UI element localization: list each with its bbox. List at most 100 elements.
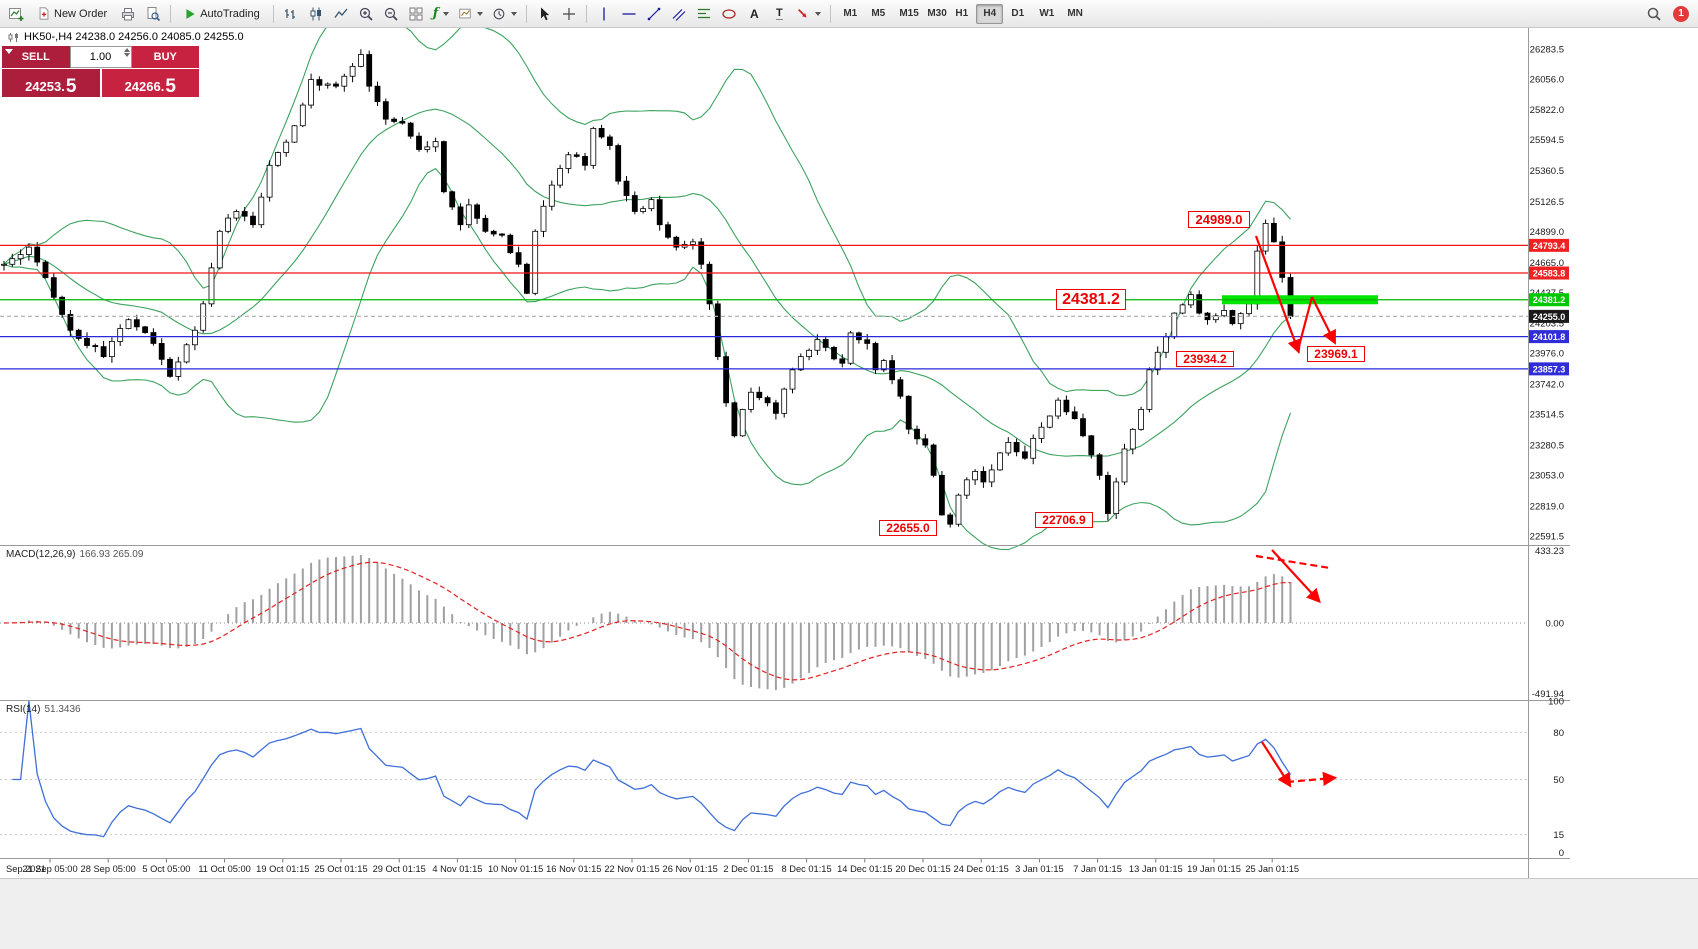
spin-up-icon[interactable] (123, 48, 130, 52)
search-button[interactable] (1642, 3, 1666, 25)
svg-text:50: 50 (1553, 775, 1564, 786)
arrows-tool-button[interactable] (792, 3, 825, 25)
fibonacci-icon (698, 8, 711, 18)
svg-text:24101.8: 24101.8 (1533, 332, 1566, 342)
line-chart-mode-button[interactable] (329, 3, 353, 25)
tile-windows-button[interactable] (404, 3, 428, 25)
svg-text:25 Jan 01:15: 25 Jan 01:15 (1245, 864, 1299, 874)
zoom-in-button[interactable] (354, 3, 378, 25)
svg-text:24665.0: 24665.0 (1530, 258, 1564, 269)
svg-text:24 Dec 01:15: 24 Dec 01:15 (954, 864, 1009, 874)
autotrading-button[interactable]: AutoTrading (176, 3, 268, 25)
macd-arrows[interactable] (1255, 549, 1331, 604)
svg-text:16 Nov 01:15: 16 Nov 01:15 (546, 864, 601, 874)
print-preview-button[interactable] (141, 3, 165, 25)
print-button[interactable] (116, 3, 140, 25)
cursor-icon (541, 7, 550, 20)
symbol-ohlc-text: HK50-,H4 24238.0 24256.0 24085.0 24255.0 (24, 31, 244, 43)
buy-price-big-digit: 5 (165, 76, 176, 97)
timeframe-m30-button[interactable]: M30 (920, 4, 947, 24)
text-tool-button[interactable]: A (742, 3, 766, 25)
price-axis[interactable]: 26283.5 26056.0 25822.0 25594.5 25360.5 25126… (1530, 44, 1564, 542)
svg-text:0: 0 (1559, 848, 1564, 859)
chevron-down-icon (443, 11, 450, 16)
timeframe-m15-button[interactable]: M15 (892, 4, 919, 24)
rsi-axis[interactable]: 100 80 50 15 0 (1548, 697, 1564, 860)
svg-text:29 Oct 01:15: 29 Oct 01:15 (373, 864, 426, 874)
svg-text:4 Nov 01:15: 4 Nov 01:15 (432, 864, 482, 874)
shapes-tool-button[interactable] (717, 3, 741, 25)
buy-button-label: BUY (153, 51, 177, 63)
level-lines[interactable] (0, 244, 1528, 370)
fibonacci-tool-button[interactable] (692, 3, 716, 25)
svg-text:13 Jan 01:15: 13 Jan 01:15 (1129, 864, 1183, 874)
label-tool-button[interactable]: T (767, 3, 791, 25)
indicators-button[interactable]: ƒ (429, 3, 454, 25)
clock-icon (493, 8, 505, 19)
svg-text:23742.0: 23742.0 (1530, 380, 1564, 391)
cursor-tool-button[interactable] (532, 3, 556, 25)
new-chart-button[interactable] (4, 3, 28, 25)
svg-text:24583.8: 24583.8 (1533, 269, 1566, 279)
svg-text:25 Oct 01:15: 25 Oct 01:15 (314, 864, 367, 874)
buy-button[interactable]: BUY (131, 46, 199, 68)
horizontal-line-tool-button[interactable] (617, 3, 641, 25)
svg-text:22819.0: 22819.0 (1530, 501, 1564, 512)
candlestick-mode-button[interactable] (304, 3, 328, 25)
svg-text:80: 80 (1553, 728, 1564, 739)
buy-price[interactable]: 24266. 5 (101, 69, 199, 97)
crosshair-tool-button[interactable] (557, 3, 581, 25)
svg-text:8 Dec 01:15: 8 Dec 01:15 (782, 864, 832, 874)
horizontal-line-icon (622, 12, 636, 15)
spin-down-icon[interactable] (123, 53, 130, 57)
toolbar: New Order AutoTrading (0, 0, 1698, 28)
toolbar-separator (272, 4, 274, 23)
macd-signal-line (3, 561, 1291, 681)
timeframe-m1-button[interactable]: M1 (836, 4, 863, 24)
svg-text:23053.0: 23053.0 (1530, 470, 1564, 481)
svg-text:3 Jan 01:15: 3 Jan 01:15 (1015, 864, 1064, 874)
svg-text:24793.4: 24793.4 (1533, 241, 1566, 251)
templates-button[interactable] (454, 3, 487, 25)
timeframe-w1-button[interactable]: W1 (1032, 4, 1059, 24)
timeframe-h4-button[interactable]: H4 (976, 3, 1004, 24)
channel-tool-button[interactable] (667, 3, 691, 25)
svg-text:25126.5: 25126.5 (1530, 197, 1564, 208)
timeframe-d1-button[interactable]: D1 (1004, 4, 1031, 24)
svg-text:100: 100 (1548, 697, 1564, 708)
svg-text:25594.5: 25594.5 (1530, 135, 1564, 146)
macd-indicator-label: MACD(12,26,9) 166.93 265.09 (6, 549, 143, 560)
svg-text:433.23: 433.23 (1535, 546, 1564, 557)
sell-button[interactable]: SELL (2, 46, 70, 68)
period-button[interactable] (488, 3, 521, 25)
oneclick-collapse-icon[interactable] (5, 49, 13, 54)
volume-input[interactable]: 1.00 (69, 46, 132, 68)
new-order-icon (39, 7, 49, 20)
price-tags: 24793.4 24583.8 24381.2 24255.0 24101.8 23857… (1529, 238, 1569, 376)
rsi-arrows[interactable] (1261, 741, 1338, 788)
candlestick-icon (310, 7, 321, 20)
bar-chart-mode-button[interactable] (279, 3, 303, 25)
channel-icon (672, 8, 686, 21)
notification-badge[interactable]: 1 (1673, 5, 1689, 22)
trend-arrows[interactable] (1254, 235, 1336, 355)
new-order-button[interactable]: New Order (29, 3, 115, 25)
rsi-line (12, 700, 1292, 838)
timeframe-h1-button[interactable]: H1 (948, 4, 975, 24)
sell-price[interactable]: 24253. 5 (2, 69, 100, 97)
toolbar-separator (526, 4, 528, 23)
svg-text:23280.5: 23280.5 (1530, 440, 1564, 451)
svg-text:24381.2: 24381.2 (1533, 295, 1566, 305)
svg-text:23857.3: 23857.3 (1533, 364, 1566, 374)
timeframe-m5-button[interactable]: M5 (864, 4, 891, 24)
timeframe-mn-button[interactable]: MN (1060, 4, 1087, 24)
vertical-line-tool-button[interactable] (592, 3, 616, 25)
volume-spinner[interactable] (123, 48, 130, 57)
macd-axis[interactable]: 433.23 0.00 -491.94 (1532, 546, 1564, 700)
trendline-tool-button[interactable] (642, 3, 666, 25)
zoom-out-button[interactable] (379, 3, 403, 25)
